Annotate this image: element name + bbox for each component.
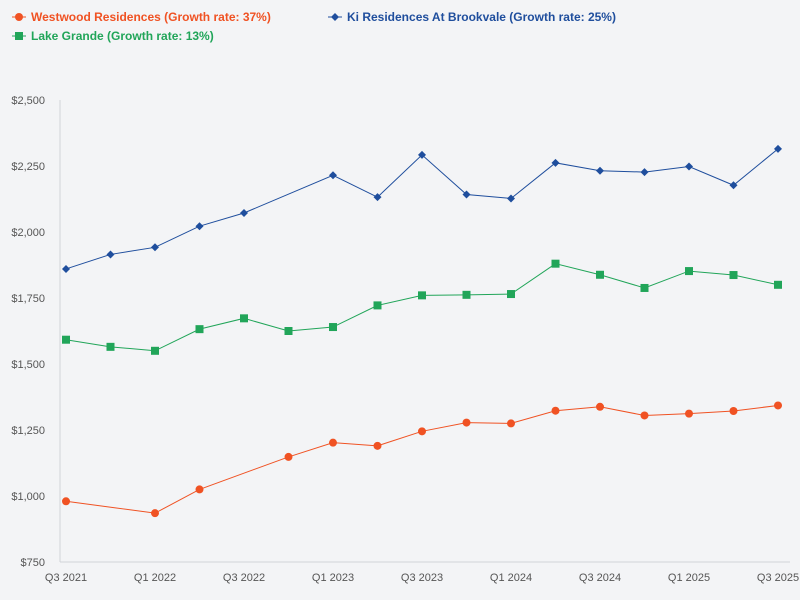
legend-label: Lake Grande (Growth rate: 13%)	[31, 29, 214, 43]
data-point	[195, 325, 204, 334]
series-1	[62, 144, 782, 273]
data-point	[373, 193, 382, 202]
data-point	[195, 485, 204, 494]
series-0	[62, 401, 782, 518]
x-tick-label: Q1 2025	[668, 572, 710, 584]
x-tick-label: Q1 2022	[134, 572, 176, 584]
axes: $2,500 $2,250 $2,000 $1,750 $1,500 $1,250 $1,0…	[11, 95, 799, 584]
y-tick-label: $1,000	[11, 491, 45, 503]
x-tick-label: Q1 2023	[312, 572, 354, 584]
data-point	[640, 411, 649, 420]
series-2	[62, 259, 782, 355]
y-tick-label: $750	[21, 557, 45, 569]
data-point	[240, 314, 248, 323]
legend-marker	[331, 13, 339, 21]
x-tick-label: Q1 2024	[490, 572, 532, 584]
data-point	[640, 283, 649, 292]
y-tick-label: $2,250	[11, 161, 45, 173]
data-point	[685, 162, 693, 171]
data-point	[729, 406, 738, 415]
legend-item[interactable]: Lake Grande (Growth rate: 13%)	[12, 29, 214, 43]
data-point	[418, 150, 426, 159]
data-point	[151, 243, 159, 252]
data-point	[507, 419, 515, 428]
y-tick-label: $2,500	[11, 95, 45, 107]
x-tick-label: Q3 2025	[757, 572, 799, 584]
legend-label: Ki Residences At Brookvale (Growth rate:…	[347, 10, 616, 24]
data-point	[685, 409, 693, 418]
data-point	[373, 301, 382, 310]
data-point	[106, 250, 115, 259]
data-point	[596, 270, 604, 279]
data-point	[240, 208, 248, 217]
data-point	[62, 497, 70, 506]
data-point	[462, 190, 471, 199]
data-point	[729, 181, 738, 190]
series-line	[65, 263, 779, 352]
data-point	[507, 290, 515, 299]
x-tick-label: Q3 2021	[45, 572, 87, 584]
x-tick-label: Q3 2022	[223, 572, 265, 584]
data-point	[462, 290, 471, 299]
data-point	[774, 280, 782, 289]
data-point	[551, 406, 560, 415]
legend-marker	[15, 13, 23, 21]
legend-item[interactable]: Ki Residences At Brookvale (Growth rate:…	[328, 10, 616, 24]
plot-area	[62, 144, 782, 518]
data-point	[685, 267, 693, 276]
data-point	[418, 427, 426, 436]
data-point	[596, 402, 604, 411]
data-point	[329, 323, 337, 332]
y-tick-label: $2,000	[11, 227, 45, 239]
data-point	[729, 271, 738, 280]
series-line	[65, 404, 779, 514]
legend: Westwood Residences (Growth rate: 37%) Ki…	[12, 10, 616, 43]
data-point	[195, 222, 204, 231]
y-tick-label: $1,500	[11, 359, 45, 371]
data-point	[329, 438, 337, 447]
data-point	[640, 168, 649, 177]
data-point	[284, 327, 293, 335]
x-tick-label: Q3 2024	[579, 572, 621, 584]
data-point	[62, 335, 70, 344]
y-tick-label: $1,750	[11, 293, 45, 305]
data-point	[329, 171, 337, 180]
data-point	[373, 441, 382, 450]
data-point	[774, 401, 782, 410]
data-point	[106, 342, 115, 351]
data-point	[418, 291, 426, 300]
legend-item[interactable]: Westwood Residences (Growth rate: 37%)	[12, 10, 271, 24]
x-tick-label: Q3 2023	[401, 572, 443, 584]
y-tick-label: $1,250	[11, 425, 45, 437]
data-point	[151, 509, 159, 518]
legend-label: Westwood Residences (Growth rate: 37%)	[31, 10, 271, 24]
legend-marker	[15, 32, 23, 40]
data-point	[62, 264, 70, 273]
data-point	[774, 144, 782, 153]
data-point	[596, 166, 604, 175]
data-point	[551, 158, 560, 167]
data-point	[551, 259, 560, 268]
data-point	[151, 346, 159, 355]
data-point	[284, 452, 293, 461]
data-point	[462, 418, 471, 427]
data-point	[507, 194, 515, 203]
series-line	[65, 148, 779, 270]
